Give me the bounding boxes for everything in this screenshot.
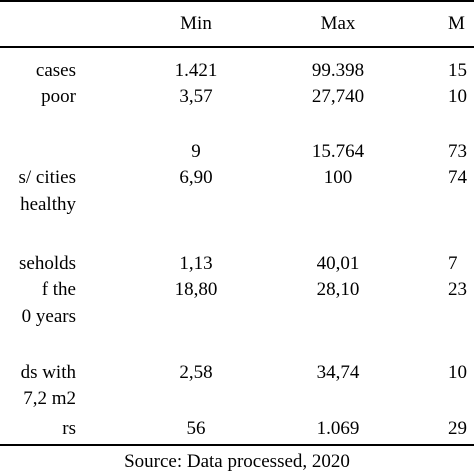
row-label: 0 years [21, 306, 76, 327]
cell-max: 99.398 [311, 60, 365, 81]
cell-min: 56 [186, 418, 206, 439]
row-label: 7,2 m2 [23, 388, 76, 409]
row-label: rs [62, 418, 76, 439]
header-mean: M [448, 13, 465, 34]
cell-max: 15.764 [311, 141, 365, 162]
cell-mean: 10 [448, 86, 467, 107]
table-top-rule [0, 0, 474, 2]
row-label: cases [35, 60, 76, 81]
cell-min: 1,13 [179, 253, 213, 274]
cell-max: 1.069 [316, 418, 360, 439]
cell-max: 100 [323, 167, 353, 188]
cell-mean: 29 [448, 418, 467, 439]
row-label: ds with [20, 362, 76, 383]
header-rule [0, 46, 474, 48]
cell-mean: 15 [448, 60, 467, 81]
row-label: poor [41, 86, 76, 107]
row-label: f the [41, 279, 76, 300]
cell-mean: 74 [448, 167, 467, 188]
cell-min: 9 [191, 141, 201, 162]
row-label: s/ cities [18, 167, 76, 188]
cell-mean: 73 [448, 141, 467, 162]
cell-max: 28,10 [316, 279, 360, 300]
header-min: Min [180, 13, 212, 34]
header-max: Max [320, 13, 356, 34]
cell-max: 40,01 [316, 253, 360, 274]
cell-min: 3,57 [179, 86, 213, 107]
cell-min: 6,90 [179, 167, 213, 188]
source-note: Source: Data processed, 2020 [124, 451, 350, 472]
cell-min: 18,80 [174, 279, 218, 300]
cell-min: 2,58 [179, 362, 213, 383]
cell-mean: 10 [448, 362, 467, 383]
row-label: seholds [19, 253, 76, 274]
table-bottom-rule [0, 444, 474, 446]
cell-mean: 23 [448, 279, 467, 300]
cell-min: 1.421 [174, 60, 218, 81]
cell-max: 34,74 [316, 362, 360, 383]
row-label: healthy [20, 194, 76, 215]
cell-mean: 7 [448, 253, 458, 274]
cell-max: 27,740 [311, 86, 365, 107]
